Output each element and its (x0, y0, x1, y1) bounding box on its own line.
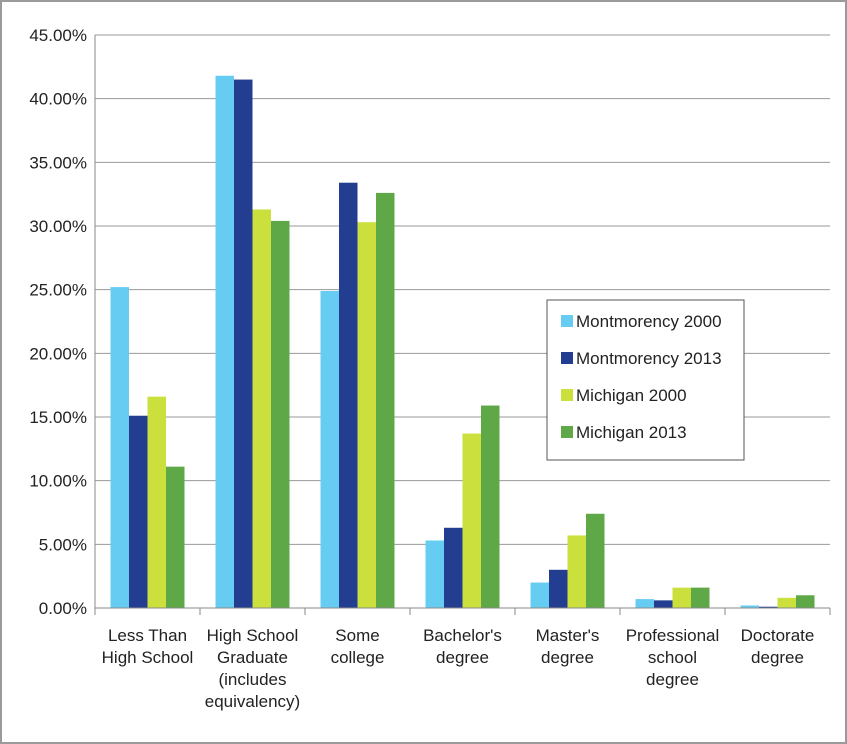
bar-michigan-2013 (481, 405, 500, 608)
bar-montmorency-2013 (129, 415, 148, 608)
bar-michigan-2013 (796, 595, 815, 608)
legend-label: Montmorency 2013 (576, 349, 722, 368)
y-tick-label: 0.00% (39, 599, 87, 618)
bar-montmorency-2000 (425, 540, 444, 608)
x-category-label: Some college (331, 626, 385, 667)
bar-michigan-2000 (357, 222, 376, 608)
bar-montmorency-2000 (215, 75, 234, 609)
bar-montmorency-2000 (110, 287, 129, 608)
bar-michigan-2013 (166, 466, 185, 608)
x-category-label: Doctorate degree (741, 626, 815, 667)
legend-box (546, 299, 745, 461)
bar-michigan-2000 (147, 396, 166, 608)
bar-montmorency-2013 (234, 79, 253, 609)
bar-michigan-2000 (252, 209, 271, 609)
y-tick-label: 40.00% (29, 90, 87, 109)
y-tick-label: 5.00% (39, 535, 87, 554)
y-tick-label: 35.00% (29, 153, 87, 172)
bar-montmorency-2000 (635, 599, 654, 608)
bar-michigan-2000 (567, 535, 586, 608)
bar-michigan-2013 (271, 220, 290, 608)
y-axis-ticks: 0.00% 5.00% 10.00% 15.00% 20.00% 25.00% 30.00%… (29, 26, 87, 618)
bar-michigan-2000 (777, 597, 796, 608)
bars (110, 75, 815, 609)
y-tick-label: 25.00% (29, 281, 87, 300)
x-category-label: Less Than High School (102, 626, 194, 667)
x-category-label: Bachelor's degree (423, 626, 502, 667)
legend: Montmorency 2000 Montmorency 2013 Michigan… (546, 299, 745, 461)
bar-montmorency-2013 (759, 606, 778, 608)
y-tick-label: 20.00% (29, 344, 87, 363)
x-category-label: Master's degree (536, 626, 600, 667)
y-tick-label: 15.00% (29, 408, 87, 427)
legend-swatch (561, 389, 573, 401)
bar-michigan-2013 (586, 513, 605, 608)
y-tick-label: 30.00% (29, 217, 87, 236)
x-category-label: High School Graduate (includes equivalency) (205, 626, 300, 711)
bar-michigan-2013 (376, 192, 395, 609)
bar-michigan-2000 (672, 587, 691, 608)
x-axis-labels: Less Than High School High School Graduate(… (102, 626, 815, 711)
bar-michigan-2013 (691, 587, 710, 608)
x-category-label: Professional school degree (626, 626, 720, 689)
legend-label: Michigan 2000 (576, 386, 687, 405)
legend-label: Michigan 2013 (576, 423, 687, 442)
bar-michigan-2000 (462, 433, 481, 608)
y-tick-label: 10.00% (29, 472, 87, 491)
axes (94, 35, 831, 615)
bar-montmorency-2013 (339, 182, 358, 608)
bar-montmorency-2013 (549, 569, 568, 608)
legend-swatch (561, 352, 573, 364)
legend-label: Montmorency 2000 (576, 312, 722, 331)
bar-montmorency-2000 (530, 582, 549, 608)
legend-swatch (561, 315, 573, 327)
bar-montmorency-2013 (654, 600, 673, 608)
y-tick-label: 45.00% (29, 26, 87, 45)
bar-montmorency-2000 (320, 290, 339, 608)
bar-montmorency-2000 (740, 605, 759, 608)
bar-montmorency-2013 (444, 527, 463, 608)
legend-swatch (561, 426, 573, 438)
